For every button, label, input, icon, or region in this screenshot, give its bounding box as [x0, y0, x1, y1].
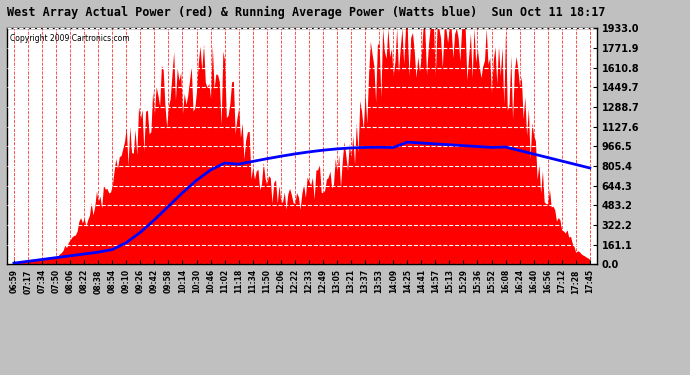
Text: Copyright 2009 Cartronics.com: Copyright 2009 Cartronics.com: [10, 34, 130, 43]
Text: West Array Actual Power (red) & Running Average Power (Watts blue)  Sun Oct 11 1: West Array Actual Power (red) & Running …: [7, 6, 605, 19]
